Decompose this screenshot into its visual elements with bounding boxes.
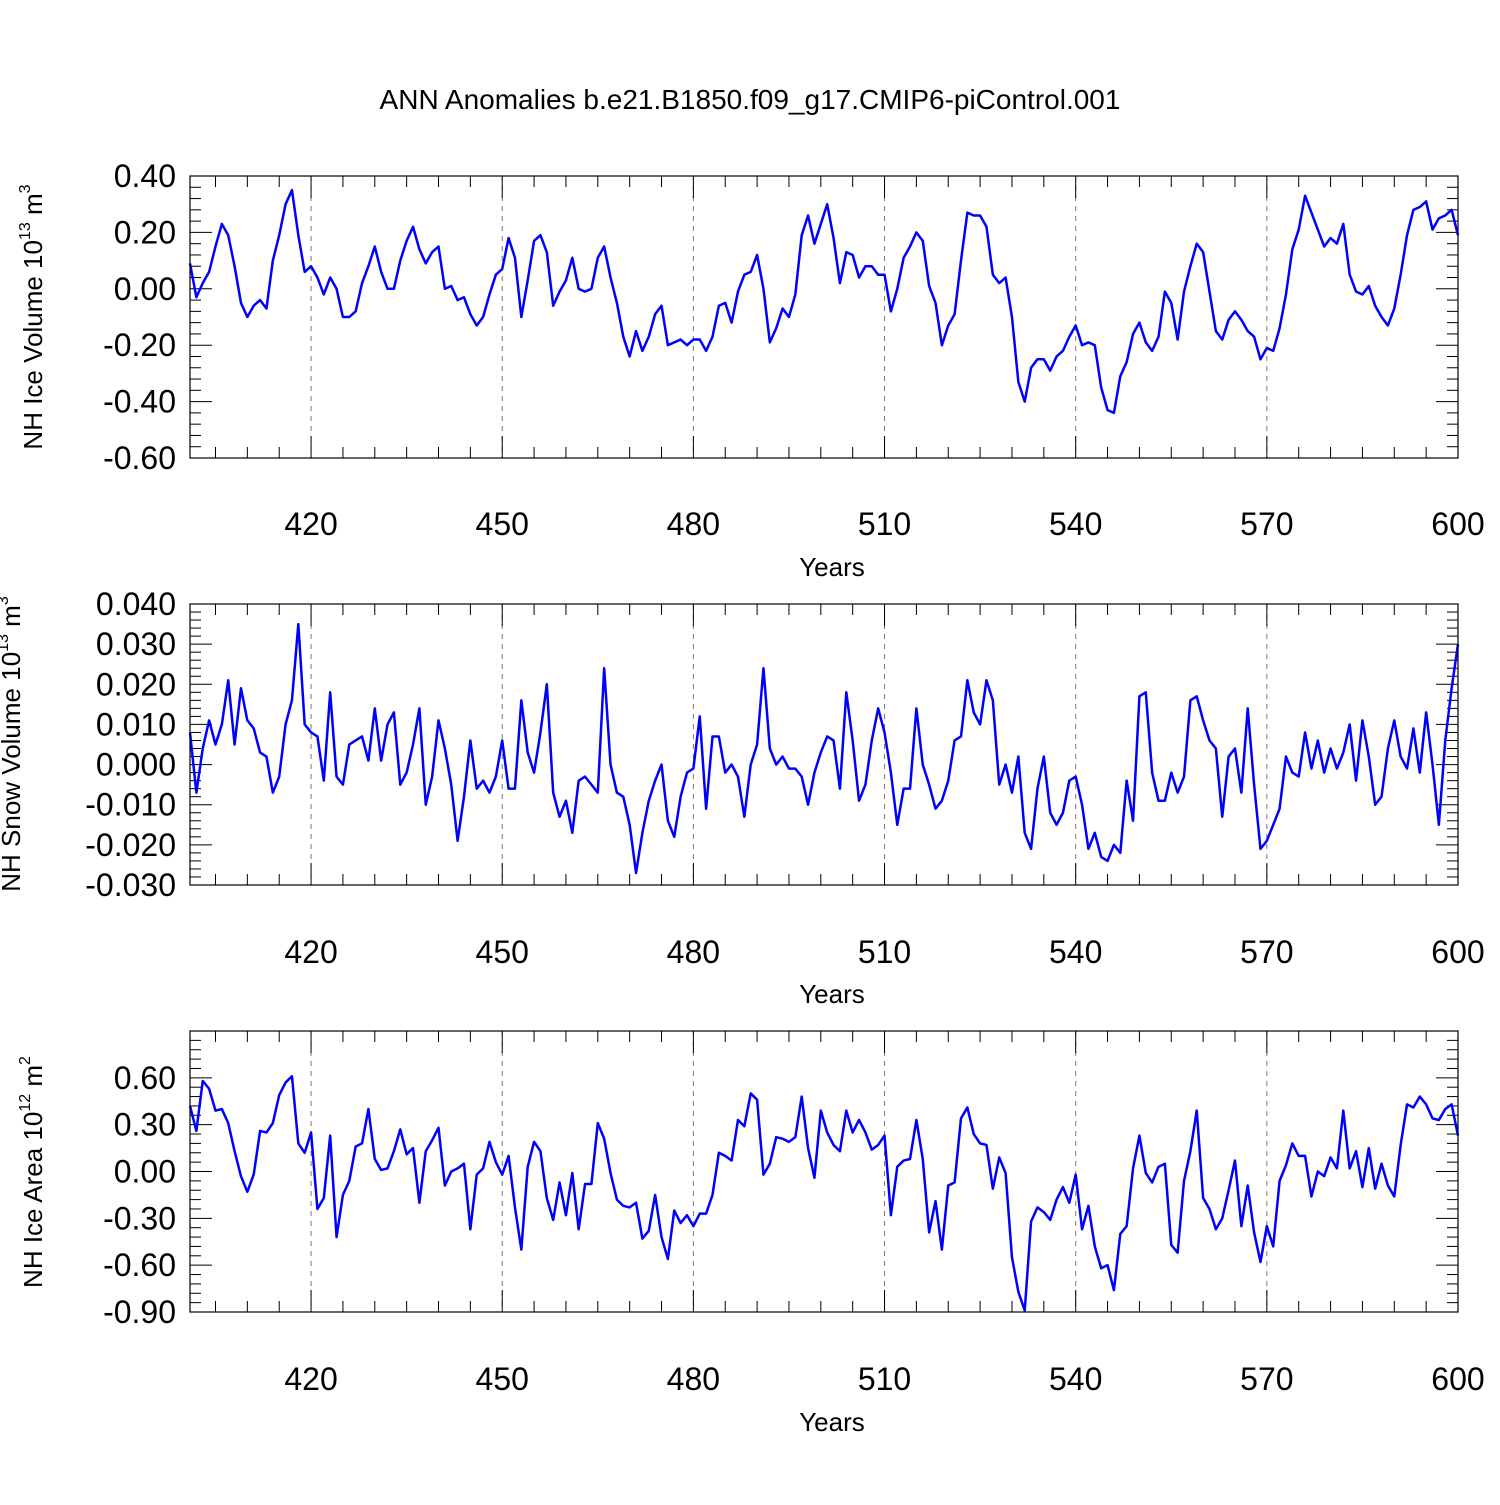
x-tick-label: 570 xyxy=(1240,934,1293,970)
y-axis-label-exponent: 12 xyxy=(17,1094,34,1112)
y-tick-label: -0.60 xyxy=(103,1247,176,1283)
y-axis-label-text: NH Ice Volume 10 xyxy=(18,240,48,450)
y-axis-label: NH Snow Volume 1013 m3 xyxy=(0,596,26,892)
x-tick-label: 510 xyxy=(858,506,911,542)
x-tick-label: 540 xyxy=(1049,1361,1102,1397)
y-tick-label: -0.60 xyxy=(103,440,176,476)
x-tick-label: 540 xyxy=(1049,506,1102,542)
y-axis-label: NH Ice Volume 1013 m3 xyxy=(17,184,48,449)
y-tick-label: 0.030 xyxy=(96,626,176,662)
x-tick-label: 600 xyxy=(1431,506,1484,542)
y-tick-label: 0.040 xyxy=(96,586,176,622)
x-tick-label: 540 xyxy=(1049,934,1102,970)
y-tick-label: -0.20 xyxy=(103,327,176,363)
x-tick-label: 480 xyxy=(667,934,720,970)
plot-frame xyxy=(189,175,1459,459)
y-tick-label: -0.010 xyxy=(85,787,176,823)
y-axis-label-unit: m xyxy=(18,193,48,222)
y-tick-label: 0.020 xyxy=(96,666,176,702)
y-tick-label: -0.90 xyxy=(103,1294,176,1330)
y-axis-label-exponent: 13 xyxy=(0,634,12,652)
y-tick-label: -0.40 xyxy=(103,384,176,420)
y-axis-label-exponent: 13 xyxy=(17,222,34,240)
y-tick-label: -0.030 xyxy=(85,867,176,903)
x-tick-label: 420 xyxy=(284,934,337,970)
y-axis-label-text: NH Snow Volume 10 xyxy=(0,652,26,892)
x-axis-label: Years xyxy=(799,979,865,1009)
x-tick-label: 420 xyxy=(284,506,337,542)
x-tick-label: 510 xyxy=(858,934,911,970)
x-tick-label: 600 xyxy=(1431,1361,1484,1397)
x-tick-label: 570 xyxy=(1240,1361,1293,1397)
y-tick-label: 0.60 xyxy=(114,1060,176,1096)
x-tick-label: 450 xyxy=(476,1361,529,1397)
y-tick-label: 0.000 xyxy=(96,747,176,783)
x-tick-label: 480 xyxy=(667,1361,720,1397)
series-line xyxy=(188,622,1460,875)
y-tick-label: 0.40 xyxy=(114,158,176,194)
y-tick-label: 0.00 xyxy=(114,1154,176,1190)
x-tick-label: 420 xyxy=(284,1361,337,1397)
y-axis-label-unit: m xyxy=(18,1065,48,1094)
y-tick-label: 0.30 xyxy=(114,1107,176,1143)
y-axis-label-text: NH Ice Area 10 xyxy=(18,1112,48,1288)
series-line xyxy=(188,1075,1460,1312)
panel-2: 0.040 0.030 0.020 0.010 0.000 -0.010 -0.020 -0.… xyxy=(0,586,1485,1009)
y-axis-label-unit-exponent: 3 xyxy=(17,184,34,193)
y-tick-label: -0.30 xyxy=(103,1200,176,1236)
y-tick-label: -0.020 xyxy=(85,827,176,863)
figure-title: ANN Anomalies b.e21.B1850.f09_g17.CMIP6-… xyxy=(379,84,1121,115)
plot-frame xyxy=(189,1030,1459,1313)
y-tick-label: 0.00 xyxy=(114,271,176,307)
x-tick-label: 450 xyxy=(476,934,529,970)
x-tick-label: 510 xyxy=(858,1361,911,1397)
y-tick-label: 0.20 xyxy=(114,214,176,250)
plot-frame xyxy=(189,603,1459,886)
y-axis-label-unit-exponent: 3 xyxy=(0,596,12,605)
y-axis-label: NH Ice Area 1012 m2 xyxy=(17,1056,48,1288)
y-axis-label-unit-exponent: 2 xyxy=(17,1056,34,1065)
y-axis-label-unit: m xyxy=(0,605,26,634)
y-tick-label: 0.010 xyxy=(96,706,176,742)
x-axis-label: Years xyxy=(799,1407,865,1437)
x-tick-label: 600 xyxy=(1431,934,1484,970)
x-axis-label: Years xyxy=(799,552,865,582)
x-tick-label: 570 xyxy=(1240,506,1293,542)
x-tick-label: 450 xyxy=(476,506,529,542)
panel-3: 0.60 0.30 0.00 -0.30 -0.60 -0.90 420 450 480 510 5… xyxy=(17,1030,1485,1437)
x-tick-label: 480 xyxy=(667,506,720,542)
panel-1: 0.40 0.20 0.00 -0.20 -0.40 -0.60 420 450 480 510 5… xyxy=(17,158,1485,582)
series-line xyxy=(188,188,1460,415)
